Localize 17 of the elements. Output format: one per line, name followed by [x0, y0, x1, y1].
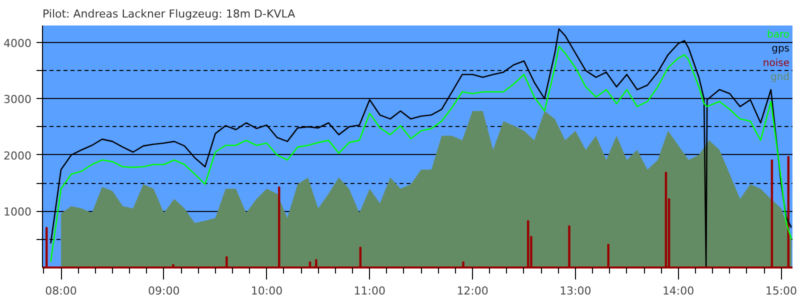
x-tick-label: 12:00	[456, 284, 488, 298]
x-tick-label: 10:00	[250, 284, 283, 298]
y-tick-label: 2000	[4, 149, 32, 162]
x-tick-label: 11:00	[354, 284, 386, 298]
x-tick-label: 08:00	[45, 284, 77, 298]
x-tick-label: 15:00	[765, 284, 798, 298]
text: gnd	[770, 72, 790, 83]
y-tick-label: 4000	[4, 36, 32, 50]
x-tick-label: 14:00	[662, 284, 694, 298]
text: baro	[767, 30, 790, 41]
x-tick-label: 09:00	[148, 284, 180, 298]
chart-title: Pilot: Andreas Lackner Flugzeug: 18m D-KVLA	[42, 8, 296, 20]
text: noise	[762, 58, 790, 69]
text: gps	[772, 44, 790, 55]
y-tick-label: 1000	[4, 206, 32, 219]
y-tick-label: 3000	[4, 93, 32, 106]
x-tick-label: 13:00	[560, 284, 592, 298]
